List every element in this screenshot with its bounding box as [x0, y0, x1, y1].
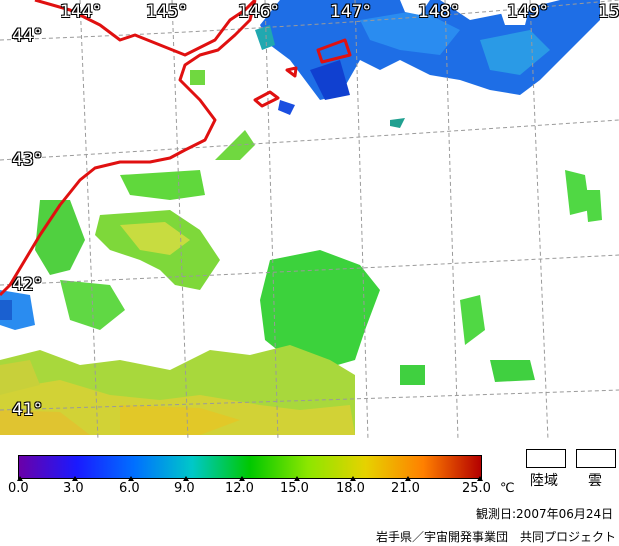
longitude-label-147: 147°	[330, 2, 371, 22]
temperature-colorbar	[18, 455, 482, 479]
colorbar-tick-mark	[294, 476, 300, 481]
colorbar-tick-label: 18.0	[336, 481, 365, 496]
colorbar-tick-mark	[183, 476, 189, 481]
colorbar-tick-mark	[72, 476, 78, 481]
colorbar-tick-label: 0.0	[8, 481, 29, 496]
latitude-label-42: 42°	[12, 275, 43, 295]
latitude-label-43: 43°	[12, 150, 43, 170]
longitude-label-149: 149°	[507, 2, 548, 22]
project-credit: 岩手県／宇宙開発事業団 共同プロジェクト	[376, 530, 617, 544]
cloud-legend-swatch	[576, 449, 616, 468]
latitude-label-41: 41°	[12, 400, 43, 420]
colorbar-tick-label: 12.0	[225, 481, 254, 496]
colorbar-unit: ℃	[500, 481, 515, 496]
longitude-label-150: 15	[598, 2, 619, 22]
colorbar-tick-label: 21.0	[391, 481, 420, 496]
colorbar-tick-mark	[477, 476, 483, 481]
longitude-label-144: 144°	[60, 2, 101, 22]
colorbar-tick-mark	[17, 476, 23, 481]
colorbar-tick-mark	[239, 476, 245, 481]
longitude-label-148: 148°	[418, 2, 459, 22]
sst-map	[0, 0, 619, 440]
land-legend-label: 陸域	[530, 473, 558, 489]
latitude-label-44: 44°	[12, 26, 43, 46]
observation-date: 観測日:2007年06月24日	[476, 507, 614, 521]
cloud-legend-label: 雲	[588, 473, 602, 489]
graticule	[0, 0, 619, 440]
colorbar-tick-mark	[350, 476, 356, 481]
colorbar-tick-mark	[405, 476, 411, 481]
longitude-label-145: 145°	[146, 2, 187, 22]
colorbar-tick-label: 6.0	[119, 481, 140, 496]
coastline	[0, 0, 352, 297]
colorbar-tick-label: 9.0	[174, 481, 195, 496]
longitude-label-146: 146°	[238, 2, 279, 22]
colorbar-tick-label: 3.0	[63, 481, 84, 496]
colorbar-tick-label: 15.0	[280, 481, 309, 496]
sst-cold-region	[255, 0, 600, 128]
colorbar-tick-label: 25.0	[462, 481, 491, 496]
colorbar-tick-mark	[128, 476, 134, 481]
land-legend-swatch	[526, 449, 566, 468]
sst-warm-region	[0, 70, 602, 435]
